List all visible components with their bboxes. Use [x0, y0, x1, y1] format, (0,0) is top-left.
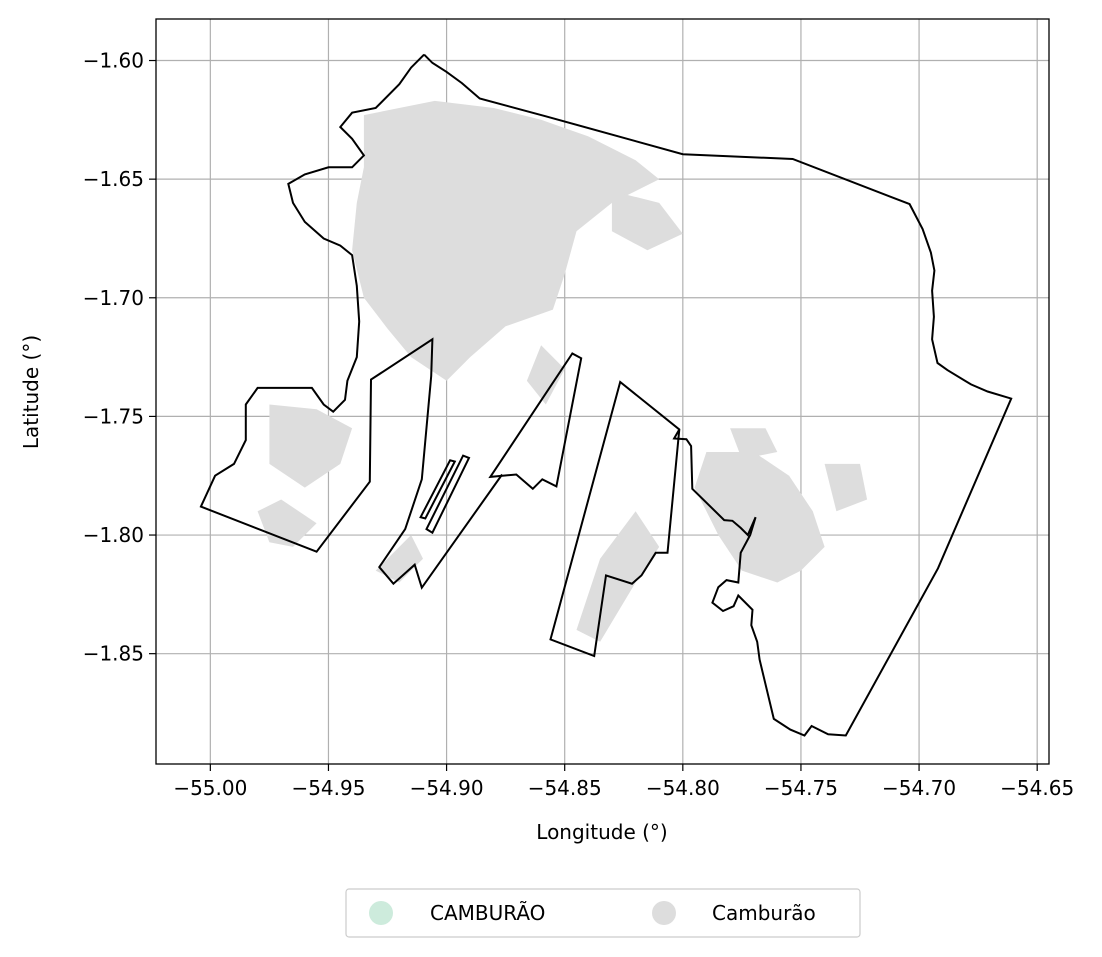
y-tick-label: −1.60 [83, 49, 144, 73]
legend-label-camburao-upper: CAMBURÃO [430, 901, 545, 925]
legend-box [345, 888, 861, 938]
y-tick-label: −1.75 [83, 404, 144, 428]
y-tick-label: −1.85 [83, 642, 144, 666]
y-axis-label: Latitude (°) [19, 335, 43, 449]
y-axis-ticks: −1.60 −1.65 −1.70 −1.75 −1.80 −1.85 [83, 49, 156, 666]
legend-marker-camburao [652, 901, 676, 925]
gridlines [156, 19, 1049, 764]
y-tick-label: −1.70 [83, 286, 144, 310]
land-area-patch [526, 345, 565, 405]
land-area-patch [541, 148, 636, 196]
legend-marker-camburao-upper [369, 901, 393, 925]
district-boundary [419, 459, 457, 520]
x-tick-label: −54.75 [764, 776, 838, 800]
x-tick-label: −54.95 [291, 776, 365, 800]
land-area-patch [352, 100, 660, 381]
land-area-patch [694, 452, 825, 583]
land-area-patch [375, 535, 423, 583]
camburao-area-fill [257, 100, 868, 642]
land-area-patch [611, 191, 683, 251]
land-area-patch [730, 428, 778, 460]
boundary-outlines [199, 53, 1013, 737]
x-tick-label: −54.80 [646, 776, 720, 800]
legend: CAMBURÃO Camburão [345, 888, 861, 938]
x-tick-label: −54.90 [410, 776, 484, 800]
x-tick-label: −54.85 [528, 776, 602, 800]
x-tick-label: −54.70 [882, 776, 956, 800]
y-tick-label: −1.80 [83, 523, 144, 547]
x-axis-ticks: −55.00 −54.95 −54.90 −54.85 −54.80 −54.75 −54.… [173, 764, 1074, 800]
land-area-patch [824, 463, 868, 512]
x-tick-label: −54.65 [1000, 776, 1074, 800]
district-boundary [488, 352, 583, 491]
district-boundary [549, 380, 681, 658]
land-area-patch [576, 511, 660, 642]
land-area-patch [269, 404, 353, 488]
legend-label-camburao: Camburão [712, 901, 816, 925]
x-tick-label: −55.00 [173, 776, 247, 800]
x-axis-label: Longitude (°) [536, 820, 667, 844]
plot-frame [155, 18, 1050, 765]
district-boundary [425, 454, 471, 535]
western-boundary [199, 53, 503, 590]
municipal-boundary [423, 53, 1013, 737]
y-tick-label: −1.65 [83, 167, 144, 191]
